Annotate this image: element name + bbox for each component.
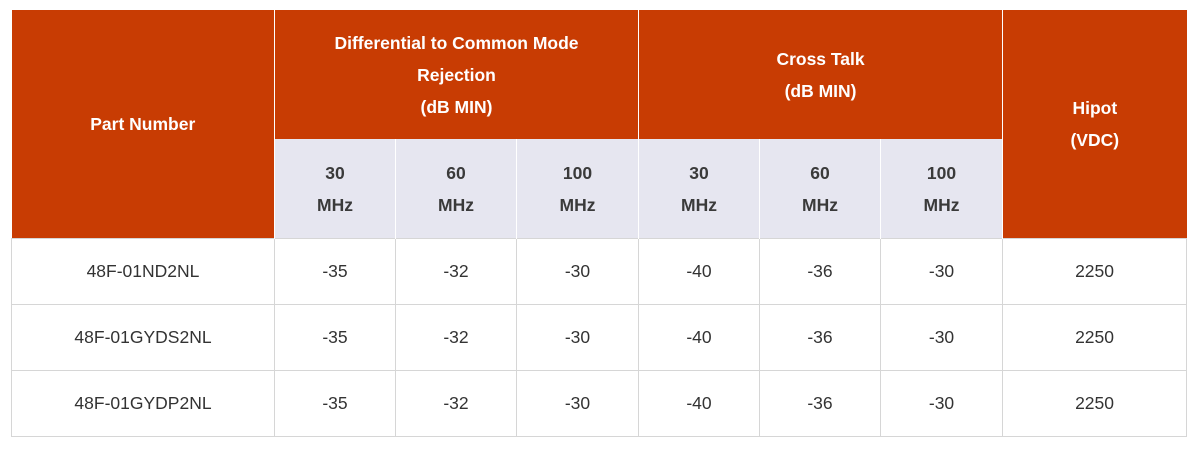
freq-header-dcmr-100: 100 MHz — [516, 139, 640, 239]
part-number-cell: 48F-01GYDS2NL — [11, 304, 275, 371]
cross-talk-header-line-1: Cross Talk — [776, 48, 865, 69]
freq-header-ct-30: 30 MHz — [638, 139, 761, 239]
dcmr-30-cell: -35 — [274, 304, 396, 371]
hipot-header: Hipot (VDC) — [1002, 10, 1187, 239]
dcmr-header: Differential to Common Mode Rejection (d… — [274, 10, 640, 139]
cross-talk-header: Cross Talk (dB MIN) — [638, 10, 1004, 139]
hipot-cell: 2250 — [1002, 238, 1188, 305]
part-number-header: Part Number — [11, 10, 275, 239]
part-number-cell: 48F-01GYDP2NL — [11, 370, 275, 437]
ct-30-cell: -40 — [638, 304, 761, 371]
dcmr-100-cell: -30 — [515, 238, 640, 305]
dcmr-header-line-1: Differential to Common Mode — [334, 32, 579, 53]
dcmr-30-cell: -35 — [274, 370, 396, 437]
dcmr-100-cell: -30 — [515, 304, 640, 371]
spec-table: Part Number Differential to Common Mode … — [11, 10, 1188, 437]
frequency-header-row: 30 MHz 60 MHz 100 MHz 30 MHz 60 MHz 100 … — [12, 139, 1187, 239]
freq-header-ct-60: 60 MHz — [759, 139, 882, 239]
cross-talk-header-line-2: (dB MIN) — [784, 80, 857, 101]
ct-100-cell: -30 — [880, 238, 1004, 305]
table-row: 48F-01ND2NL -35 -32 -30 -40 -36 -30 2250 — [11, 238, 1188, 305]
dcmr-30-cell: -35 — [274, 238, 396, 305]
hipot-cell: 2250 — [1002, 370, 1188, 437]
ct-60-cell: -36 — [759, 304, 882, 371]
freq-header-dcmr-60: 60 MHz — [395, 139, 517, 239]
ct-30-cell: -40 — [638, 238, 761, 305]
ct-100-cell: -30 — [880, 304, 1004, 371]
dcmr-header-line-2: Rejection — [417, 64, 496, 85]
spec-table-container: Part Number Differential to Common Mode … — [11, 10, 1188, 437]
ct-100-cell: -30 — [880, 370, 1004, 437]
hipot-cell: 2250 — [1002, 304, 1188, 371]
hipot-header-line-2: (VDC) — [1070, 130, 1120, 150]
ct-60-cell: -36 — [759, 238, 882, 305]
freq-header-dcmr-30: 30 MHz — [274, 139, 396, 239]
dcmr-60-cell: -32 — [395, 304, 517, 371]
table-row: 48F-01GYDP2NL -35 -32 -30 -40 -36 -30 22… — [11, 370, 1188, 437]
dcmr-60-cell: -32 — [395, 238, 517, 305]
freq-header-ct-100: 100 MHz — [880, 139, 1004, 239]
ct-60-cell: -36 — [759, 370, 882, 437]
header-row: Part Number Differential to Common Mode … — [11, 10, 1187, 239]
dcmr-header-line-3: (dB MIN) — [420, 96, 493, 117]
part-number-cell: 48F-01ND2NL — [11, 238, 275, 305]
table-row: 48F-01GYDS2NL -35 -32 -30 -40 -36 -30 22… — [11, 304, 1188, 371]
hipot-header-line-1: Hipot — [1072, 98, 1118, 118]
dcmr-60-cell: -32 — [395, 370, 517, 437]
ct-30-cell: -40 — [638, 370, 761, 437]
dcmr-100-cell: -30 — [515, 370, 640, 437]
